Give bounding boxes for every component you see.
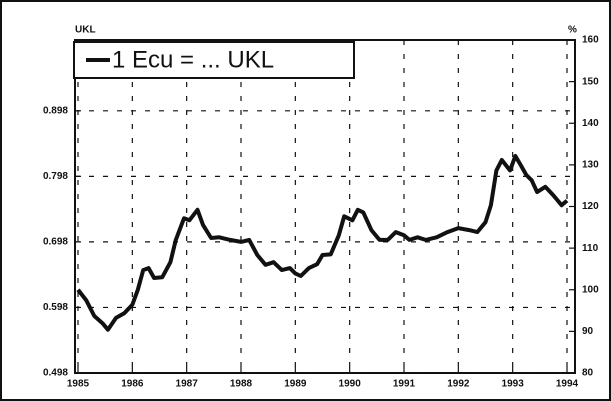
y2-tick-label: 130	[582, 160, 599, 171]
y2-tick-label: 90	[582, 326, 594, 337]
legend-label: 1 Ecu = ... UKL	[112, 46, 274, 73]
y2-tick-label: 160	[582, 35, 599, 46]
data-line	[76, 154, 569, 332]
x-tick-label: 1987	[176, 379, 199, 390]
x-tick-label: 1989	[284, 379, 307, 390]
y2-tick-label: 100	[582, 284, 599, 295]
x-tick-label: 1990	[339, 379, 362, 390]
y2-tick-label: 150	[582, 76, 599, 87]
y2-axis-label: %	[568, 25, 577, 36]
y2-tick-label: 80	[582, 368, 594, 379]
y2-tick-label: 120	[582, 201, 599, 212]
y-tick-label: 0.798	[43, 171, 68, 182]
x-tick-label: 1986	[121, 379, 144, 390]
y2-tick-label: 110	[582, 243, 599, 254]
y-tick-label: 0.698	[43, 237, 68, 248]
x-tick-label: 1993	[502, 379, 525, 390]
x-tick-label: 1985	[67, 379, 90, 390]
y-tick-label: 0.898	[43, 105, 68, 116]
legend-box	[73, 41, 355, 79]
x-tick-label: 1991	[393, 379, 416, 390]
y2-tick-label: 140	[582, 118, 599, 129]
y-tick-label: 0.498	[43, 368, 68, 379]
x-tick-label: 1988	[230, 379, 253, 390]
x-tick-label: 1992	[447, 379, 470, 390]
y-tick-label: 0.598	[43, 302, 68, 313]
legend: 1 Ecu = ... UKL	[73, 41, 355, 79]
x-tick-label: 1994	[556, 379, 579, 390]
y-axis-label: UKL	[75, 25, 96, 36]
